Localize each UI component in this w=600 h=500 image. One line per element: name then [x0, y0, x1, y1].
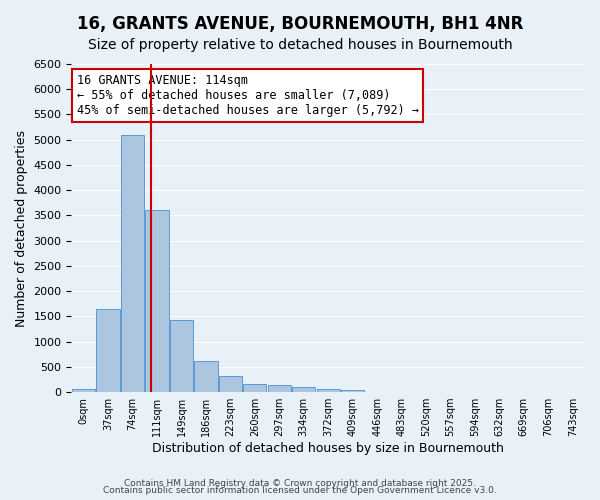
Bar [97, 309, 120, 392]
Bar [72, 389, 95, 392]
Text: Contains public sector information licensed under the Open Government Licence v3: Contains public sector information licen… [103, 486, 497, 495]
Bar [194, 362, 218, 392]
Bar [219, 376, 242, 392]
Bar [341, 390, 364, 392]
Text: Contains HM Land Registry data © Crown copyright and database right 2025.: Contains HM Land Registry data © Crown c… [124, 478, 476, 488]
Text: 16 GRANTS AVENUE: 114sqm
← 55% of detached houses are smaller (7,089)
45% of sem: 16 GRANTS AVENUE: 114sqm ← 55% of detach… [77, 74, 419, 117]
Bar [145, 210, 169, 392]
Bar [292, 387, 316, 392]
Text: Size of property relative to detached houses in Bournemouth: Size of property relative to detached ho… [88, 38, 512, 52]
X-axis label: Distribution of detached houses by size in Bournemouth: Distribution of detached houses by size … [152, 442, 504, 455]
Bar [268, 386, 291, 392]
Bar [317, 390, 340, 392]
Y-axis label: Number of detached properties: Number of detached properties [15, 130, 28, 326]
Bar [243, 384, 266, 392]
Bar [170, 320, 193, 392]
Bar [121, 134, 144, 392]
Text: 16, GRANTS AVENUE, BOURNEMOUTH, BH1 4NR: 16, GRANTS AVENUE, BOURNEMOUTH, BH1 4NR [77, 15, 523, 33]
